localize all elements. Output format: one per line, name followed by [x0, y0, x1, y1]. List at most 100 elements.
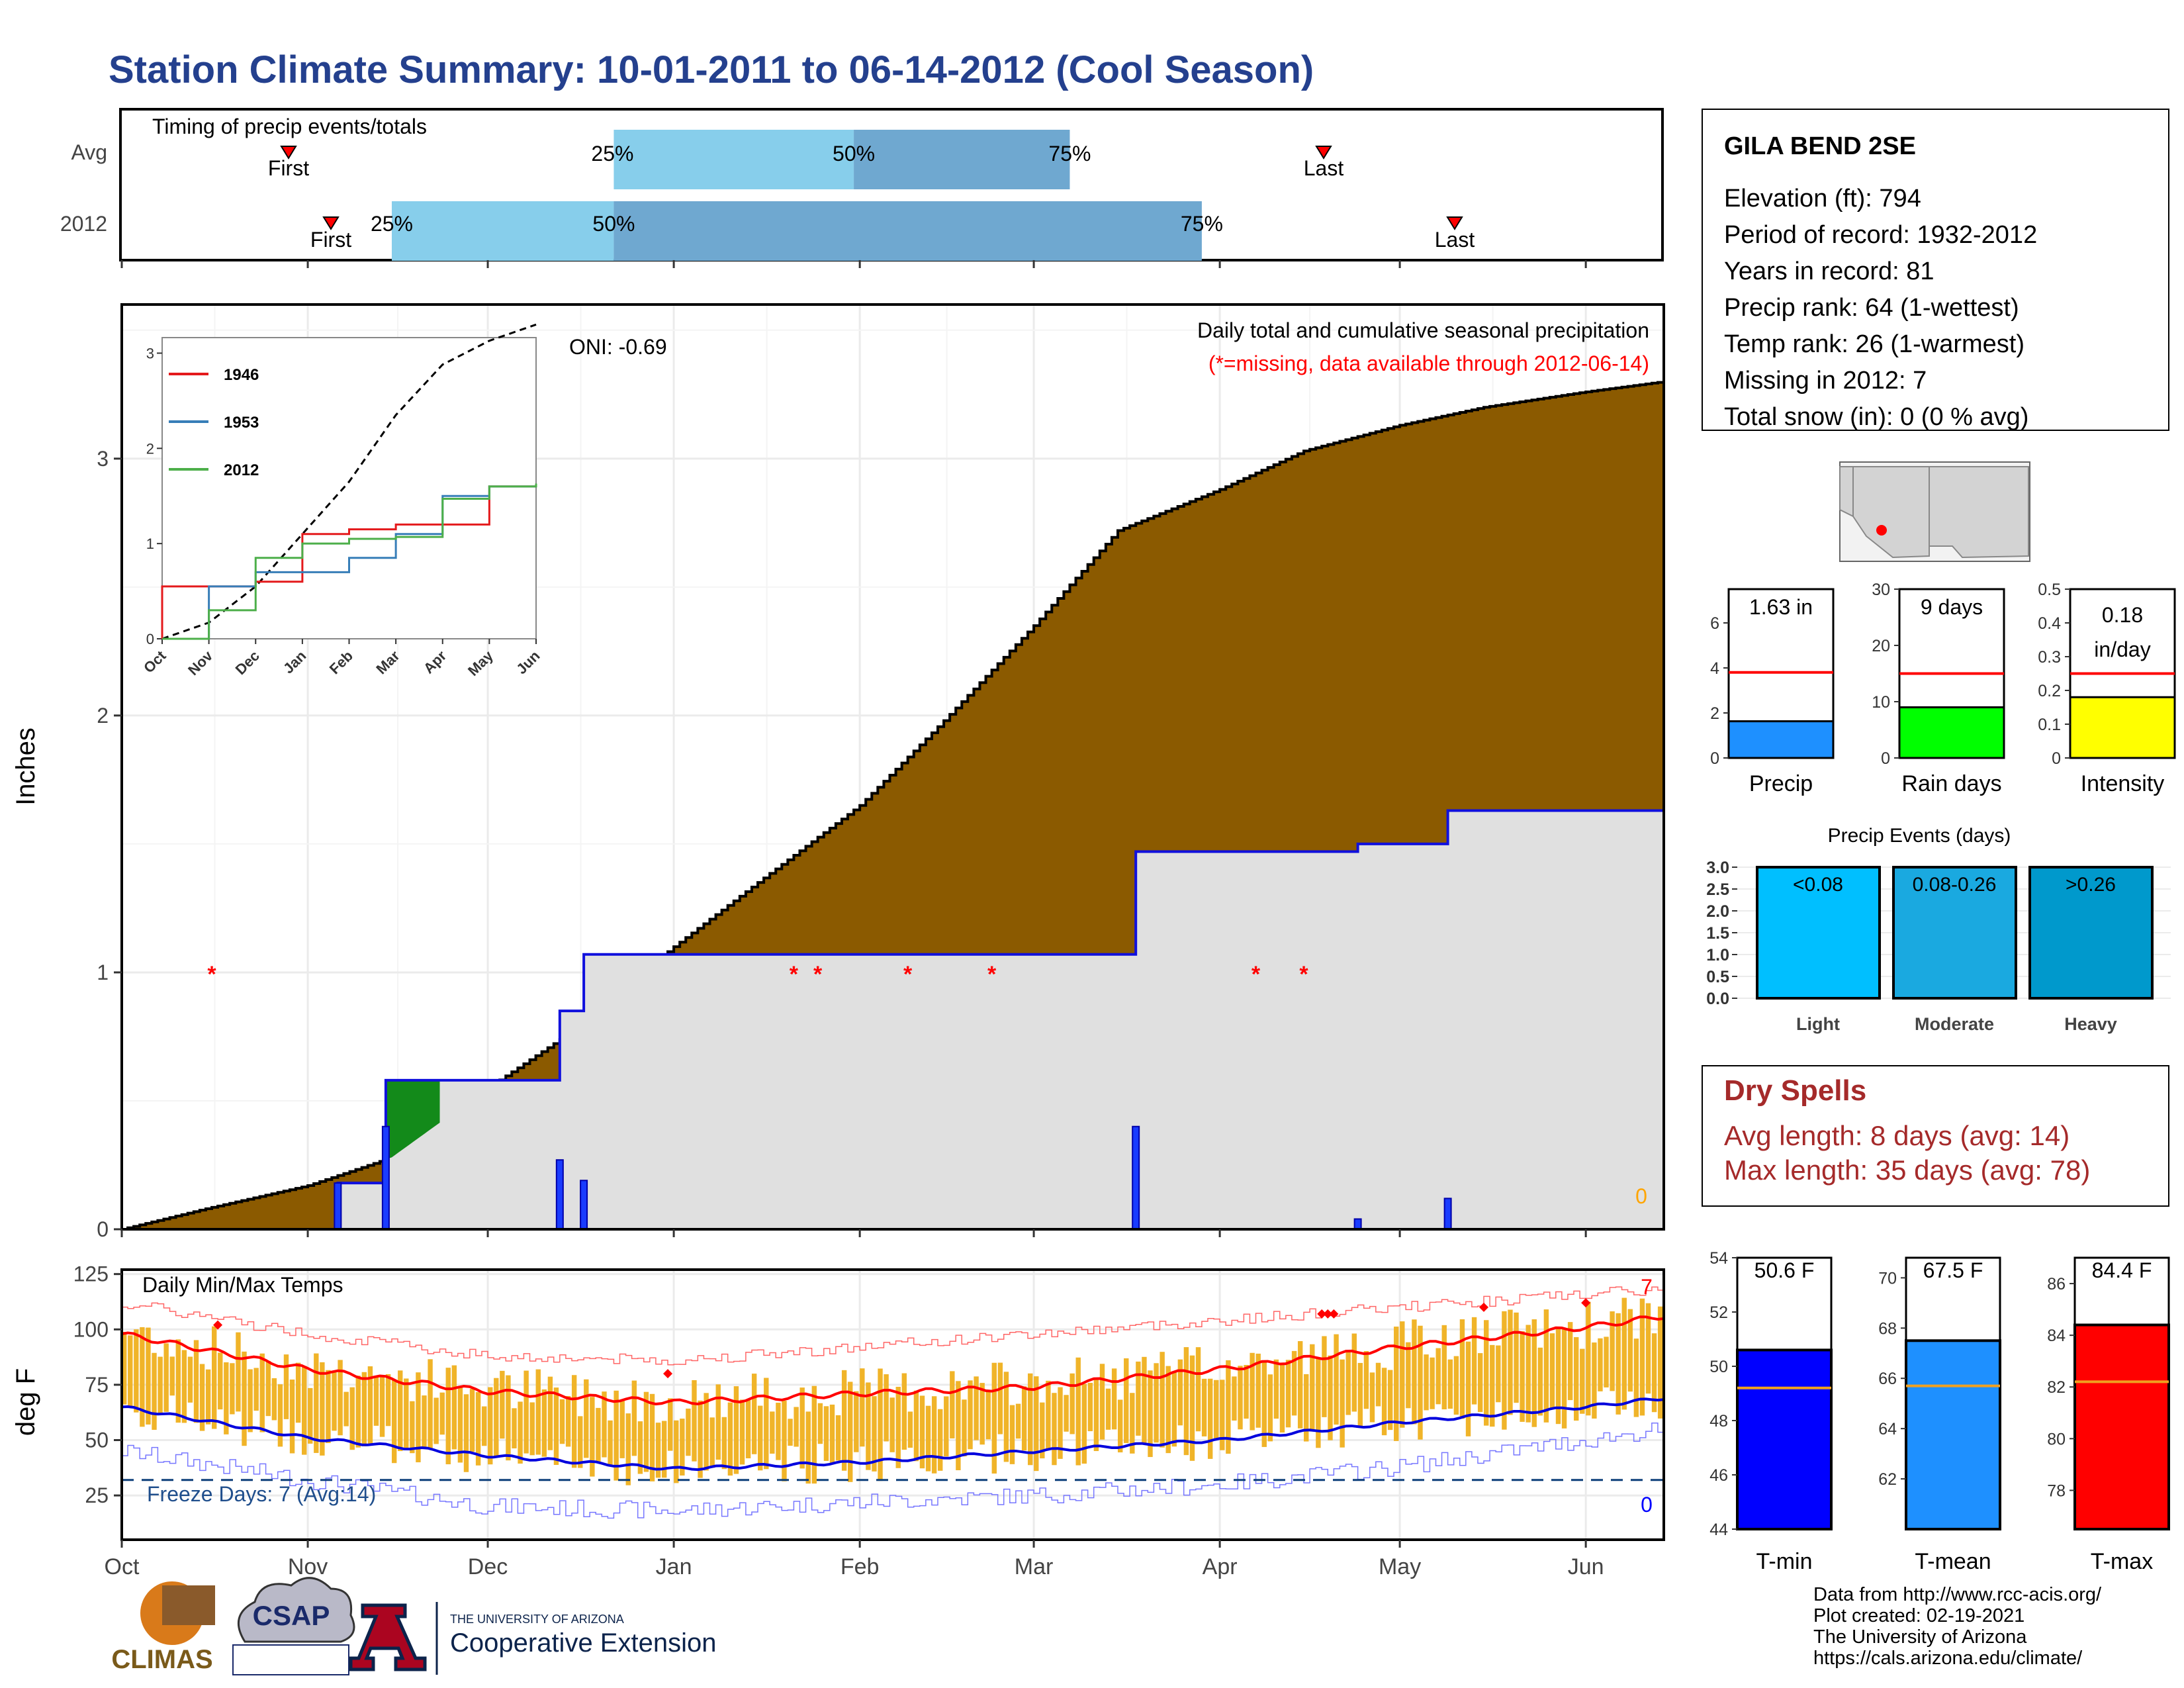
temp-bar-value: 84.4 F — [2092, 1258, 2152, 1282]
daily-temp-bar — [686, 1408, 691, 1456]
daily-temp-bar — [277, 1384, 283, 1447]
daily-temp-bar — [199, 1364, 205, 1431]
credit-line: https://cals.arizona.edu/climate/ — [1813, 1648, 2083, 1669]
events-y-tick-label: 2.0 — [1706, 902, 1729, 921]
daily-temp-bar — [1525, 1325, 1531, 1423]
events-bar-label: Heavy — [2064, 1014, 2117, 1034]
daily-temp-bar — [1604, 1336, 1609, 1387]
daily-temp-bar — [1003, 1372, 1009, 1462]
daily-temp-bar — [1009, 1405, 1015, 1464]
daily-temp-bar — [416, 1372, 421, 1463]
temp-frame — [120, 1268, 1665, 1541]
daily-temp-bar — [1351, 1333, 1357, 1412]
daily-temp-bar — [692, 1380, 697, 1462]
precip-events-chart: Precip Events (days) 0.0 0.5 1.0 1.5 2.0 2.5 3… — [1706, 825, 2171, 1034]
daily-temp-bar — [979, 1383, 985, 1445]
daily-temp-bar — [937, 1409, 943, 1471]
daily-temp-bar — [1255, 1353, 1261, 1428]
temp-bar-tick-label: 70 — [1878, 1269, 1897, 1288]
daily-temp-bar — [439, 1392, 445, 1435]
ua-university-name: THE UNIVERSITY OF ARIZONA — [450, 1613, 624, 1626]
station-line: Temp rank: 26 (1-warmest) — [1724, 330, 2025, 358]
average-min-line — [121, 1397, 1664, 1472]
events-bar-light — [1756, 866, 1881, 1000]
daily-temp-bar — [1435, 1348, 1441, 1405]
daily-temp-bar — [1148, 1370, 1153, 1458]
daily-temp-bar — [709, 1417, 715, 1468]
timing-text: 75% — [1048, 142, 1091, 165]
daily-temp-bar — [379, 1376, 385, 1437]
inset-frame — [161, 337, 537, 639]
daily-temp-bar — [175, 1339, 181, 1423]
daily-temp-bar — [146, 1327, 151, 1425]
csap-wordmark: CSAP — [253, 1600, 330, 1631]
y2012-q1-band — [391, 201, 614, 261]
mini-bar-tick-label: 30 — [1872, 581, 1890, 599]
precip-y-tick-label: 3 — [97, 447, 109, 471]
daily-temp-bar — [242, 1351, 247, 1446]
daily-temp-bar — [1285, 1360, 1291, 1428]
daily-temp-bar — [956, 1381, 961, 1471]
daily-temp-bar — [1586, 1301, 1591, 1416]
daily-temp-bar — [907, 1411, 913, 1448]
mini-bar-tick-label: 10 — [1872, 693, 1890, 712]
daily-temp-bar — [187, 1356, 193, 1403]
station-location-dot — [1876, 525, 1887, 536]
timing-text: 50% — [592, 212, 635, 236]
daily-temp-bar — [1657, 1306, 1663, 1419]
station-info-box: GILA BEND 2SE Elevation (ft): 794 Period … — [1702, 109, 2169, 431]
temp-panel: 25 50 75 100 125 Daily Min/Max Temps Freeze … — [11, 1262, 1665, 1579]
locator-map — [1839, 461, 2030, 562]
above-average-area — [385, 1080, 440, 1160]
credit-line: Data from http://www.rcc-acis.org/ — [1813, 1584, 2102, 1605]
daily-precip-bar — [1443, 1197, 1452, 1231]
daily-temp-bar — [1273, 1359, 1279, 1419]
record-high-marker — [663, 1369, 673, 1379]
daily-temp-bar — [1142, 1356, 1147, 1445]
daily-temp-bar — [571, 1375, 577, 1468]
events-y-tick-label: 0.5 — [1706, 968, 1729, 986]
month-label: Oct — [105, 1554, 140, 1579]
daily-temp-bar — [553, 1387, 559, 1466]
daily-temp-bar — [764, 1378, 769, 1470]
record-high-marker — [1581, 1298, 1591, 1308]
daily-temp-bar — [1633, 1338, 1639, 1417]
daily-temp-bar — [224, 1362, 229, 1434]
mini-bar-precip — [1727, 720, 1835, 759]
daily-precip-bar — [334, 1182, 342, 1231]
record-high-marker — [1323, 1309, 1333, 1319]
daily-temp-bar — [404, 1378, 409, 1450]
temp-bar-tick-label: 68 — [1878, 1319, 1897, 1338]
temp-bar-tick-label: 44 — [1709, 1521, 1728, 1539]
daily-temp-bar — [1369, 1372, 1375, 1423]
daily-temp-bar — [878, 1368, 883, 1481]
daily-temp-bar — [373, 1377, 379, 1426]
temp-bar-tick-label: 80 — [2047, 1430, 2066, 1448]
daily-temp-bar — [1183, 1347, 1189, 1456]
daily-temp-bar — [674, 1420, 679, 1483]
precip-y-axis-label: Inches — [11, 727, 40, 806]
daily-temp-bar — [1267, 1374, 1273, 1442]
daily-temp-bar — [259, 1353, 265, 1432]
daily-temp-bar — [1465, 1341, 1471, 1436]
timing-text: Last — [1304, 156, 1344, 180]
daily-temp-bar — [817, 1403, 823, 1444]
daily-temp-bar — [1075, 1357, 1081, 1466]
inset-series-2012 — [162, 483, 537, 640]
daily-temp-bar — [535, 1369, 541, 1455]
daily-temp-bar — [1418, 1325, 1423, 1440]
daily-temp-bar — [1610, 1311, 1615, 1391]
events-bar-label: Moderate — [1915, 1014, 1994, 1034]
daily-temp-bar — [854, 1391, 859, 1452]
daily-temp-bar — [547, 1376, 553, 1450]
timing-row-2012: 2012 — [60, 212, 107, 236]
month-label: May — [1379, 1554, 1421, 1579]
inset-legend-label: 2012 — [224, 461, 259, 479]
daily-temp-bar — [410, 1401, 415, 1454]
daily-temp-bar — [799, 1387, 805, 1469]
timing-marker-icon — [280, 146, 297, 160]
daily-temp-bar — [649, 1393, 655, 1481]
daily-temp-bar — [1165, 1366, 1171, 1454]
daily-temp-bar — [625, 1413, 631, 1485]
temp-bar-tick-label: 54 — [1709, 1249, 1728, 1268]
